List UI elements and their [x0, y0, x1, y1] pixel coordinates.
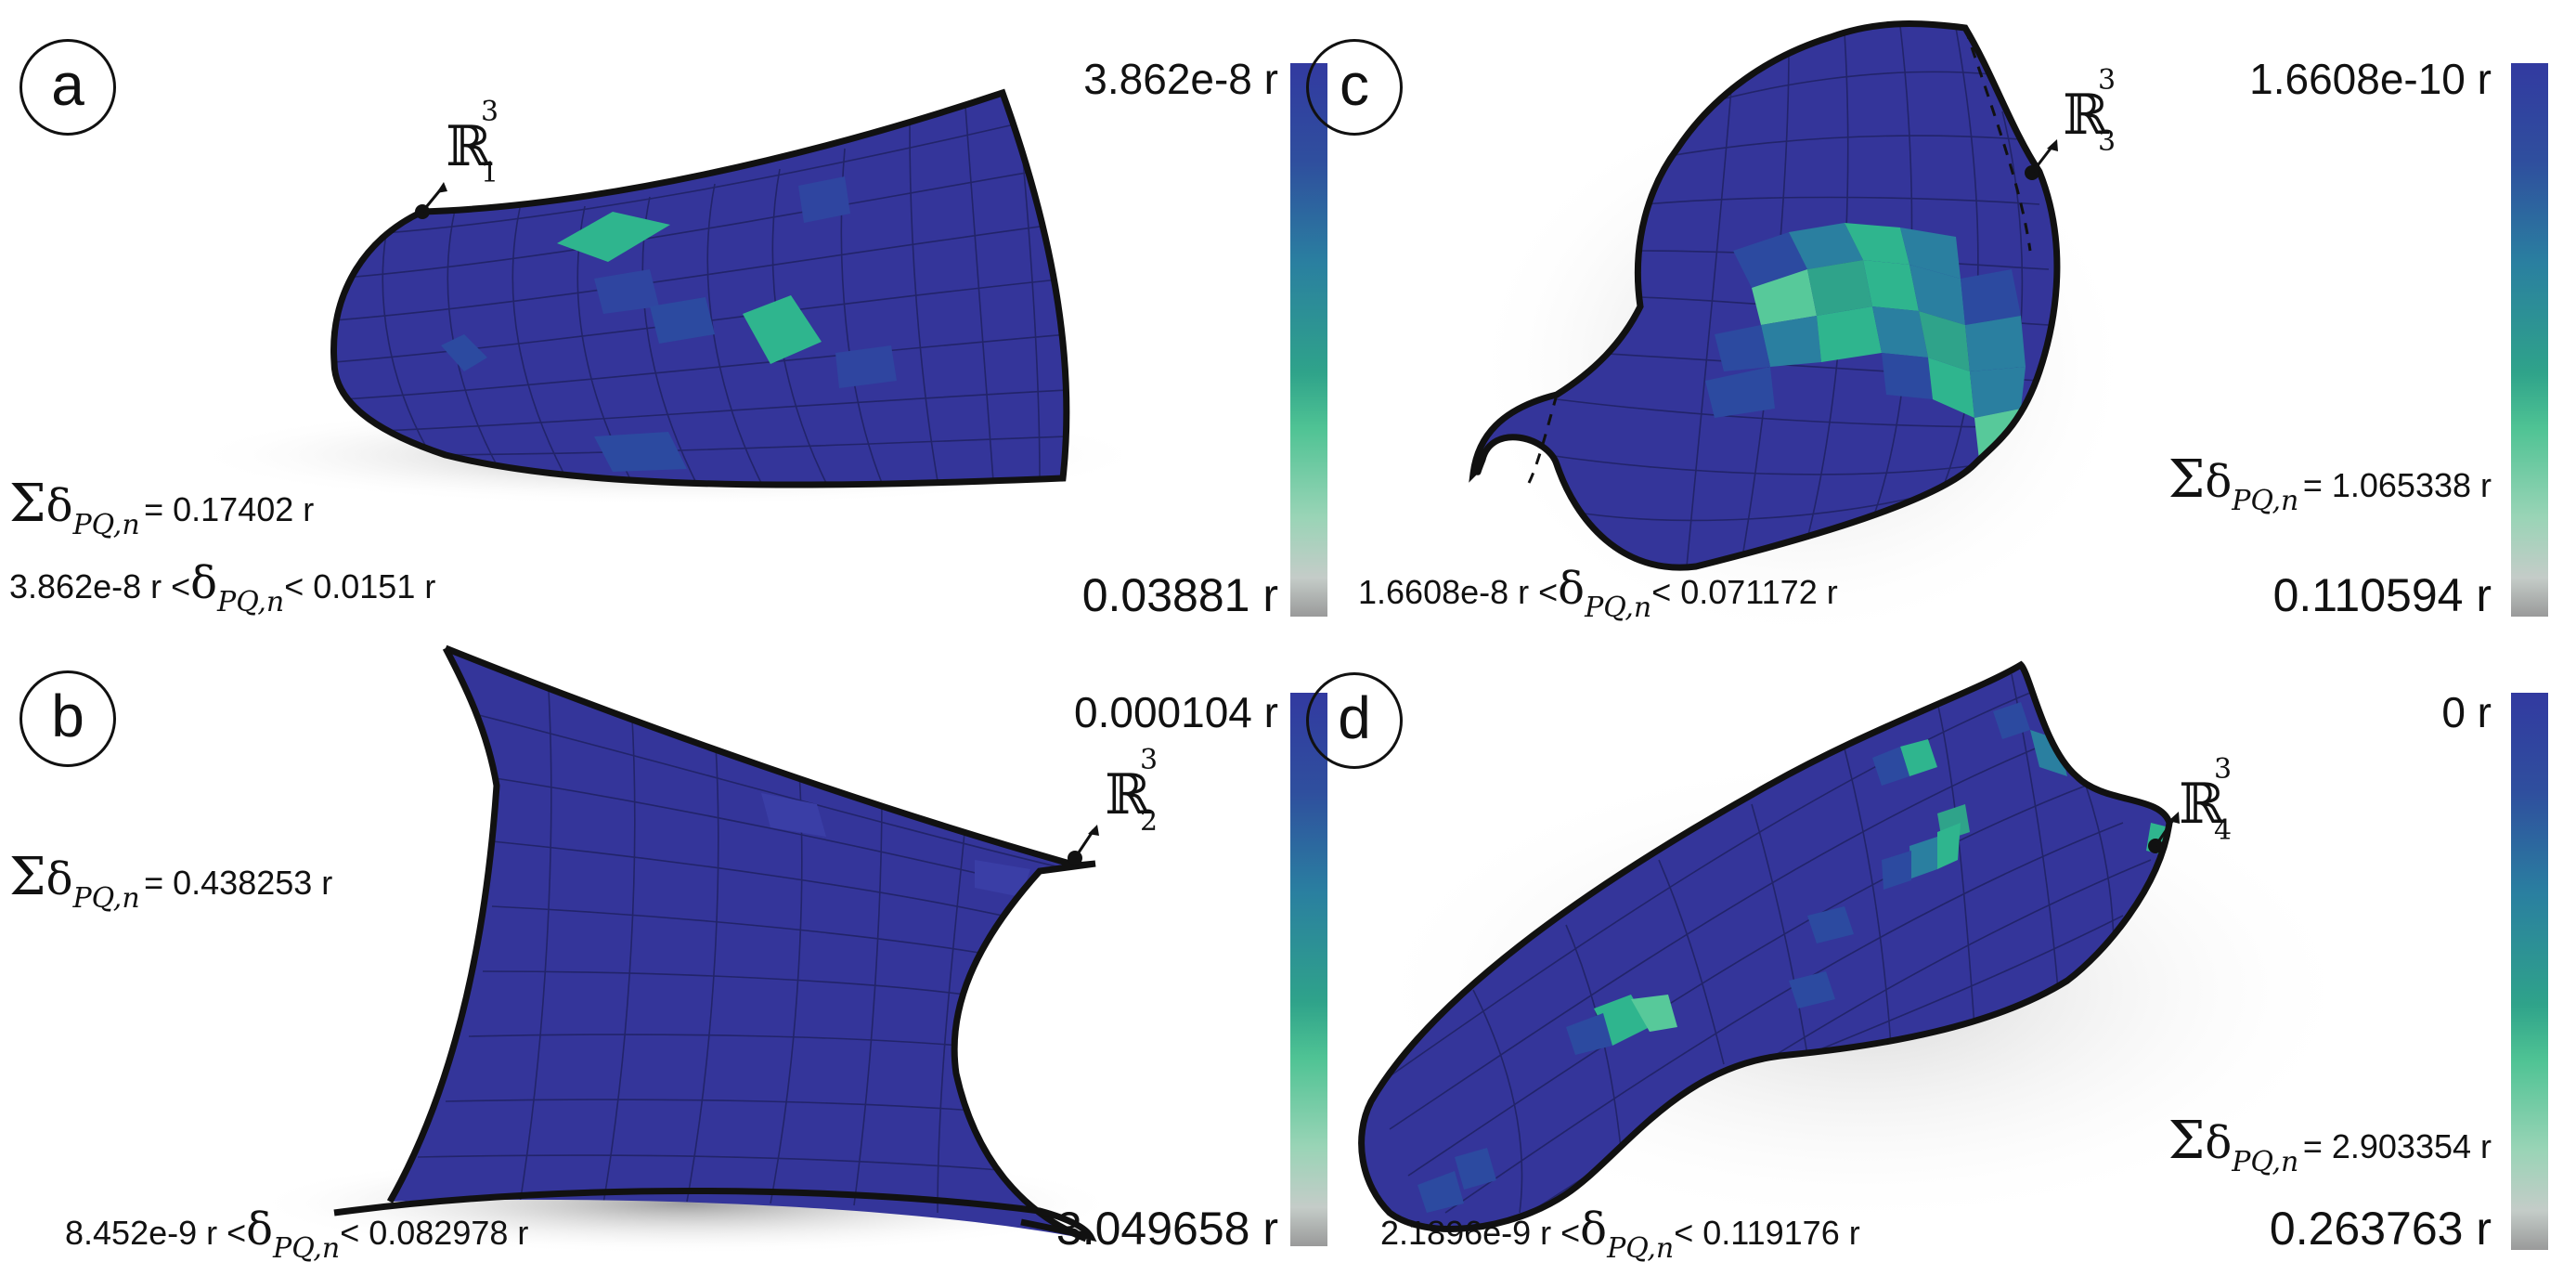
range-b: 8.452e-9 r <δPQ,n< 0.082978 r: [65, 1203, 529, 1265]
surface-d: [1358, 660, 2364, 1232]
panel-label-b: b: [19, 670, 116, 767]
sum-c: ΣδPQ,n = 1.065338 r: [2168, 449, 2492, 517]
panel-label-a: a: [19, 39, 116, 136]
colorbar-a: [1290, 63, 1327, 617]
fold-line-c-1: [1963, 27, 2032, 252]
arrowhead-d: [2168, 812, 2180, 824]
mesh-highlights-b: [761, 793, 1030, 897]
colorbar-max-d: 0 r: [2441, 688, 2492, 736]
surface-a: [186, 88, 1151, 506]
surface-b: [251, 644, 1123, 1255]
colorbar-b: [1290, 693, 1327, 1246]
arrowhead-a: [436, 182, 447, 193]
mesh-highlights-c: [1705, 223, 2026, 460]
arrowhead-b: [1088, 825, 1099, 836]
mesh-d: [1361, 665, 2169, 1229]
colorbar-d: [2511, 693, 2548, 1250]
mesh-a: [333, 93, 1067, 486]
arrow-b: [1073, 829, 1095, 859]
colorbar-min-d: 0.263763 r: [2269, 1203, 2492, 1255]
outline-a: [330, 88, 1070, 488]
outline-b-left: [386, 646, 500, 1203]
fold-line-c-2: [1527, 394, 1559, 484]
sum-d: ΣδPQ,n = 2.903354 r: [2168, 1111, 2492, 1178]
colorbar-min-c: 0.110594 r: [2272, 569, 2492, 621]
colorbar-c: [2511, 63, 2548, 617]
outline-d: [1358, 660, 2173, 1232]
colorbar-min-a: 0.03881 r: [1081, 569, 1278, 621]
mesh-highlights-a: [441, 176, 897, 472]
arrowhead-c: [2047, 139, 2058, 151]
arrow-d: [2154, 816, 2177, 847]
sum-a: ΣδPQ,n = 0.17402 r: [9, 474, 315, 541]
panel-label-d: d: [1306, 672, 1403, 769]
colorbar-max-a: 3.862e-8 r: [1083, 55, 1278, 103]
mesh-b: [390, 648, 1095, 1239]
colorbar-max-c: 1.6608e-10 r: [2249, 55, 2492, 103]
mesh-grid-b: [417, 673, 1068, 1214]
sum-b: ΣδPQ,n = 0.438253 r: [9, 847, 333, 915]
mesh-highlights-d: [1417, 702, 2169, 1213]
outline-c: [1469, 20, 2061, 571]
range-d: 2.1896e-9 r <δPQ,n< 0.119176 r: [1380, 1203, 1860, 1265]
range-a: 3.862e-8 r <δPQ,n< 0.0151 r: [9, 557, 436, 618]
outline-b-bottom: [333, 1188, 1097, 1242]
colorbar-max-b: 0.000104 r: [1074, 688, 1278, 736]
outline-b-top: [444, 644, 1096, 1242]
arrow-c: [2030, 144, 2055, 174]
range-c: 1.6608e-8 r <δPQ,n< 0.071172 r: [1358, 563, 1838, 624]
colorbar-min-b: 3.049658 r: [1055, 1203, 1278, 1255]
surface-c: [1469, 20, 2137, 637]
panel-label-c: c: [1306, 39, 1403, 136]
